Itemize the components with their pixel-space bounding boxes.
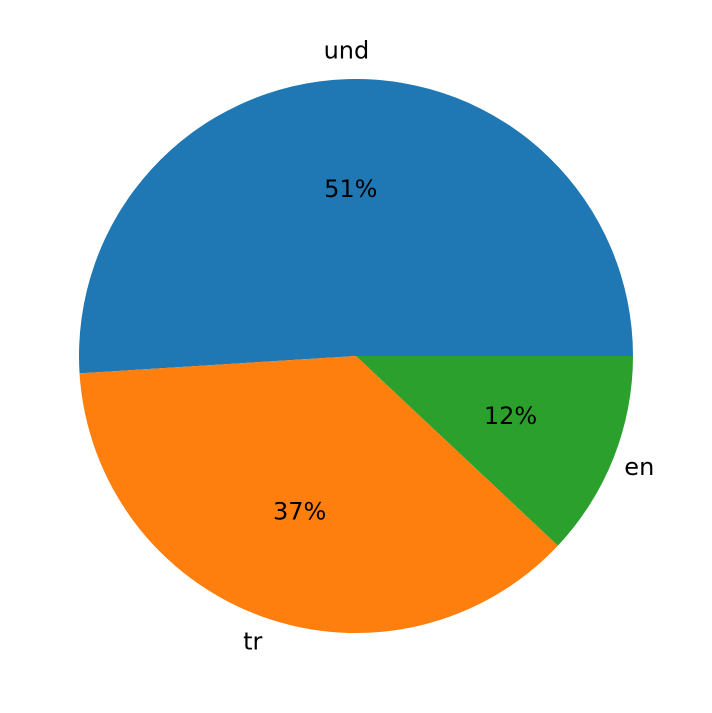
pie-slice — [79, 356, 558, 634]
pie-slice — [78, 78, 634, 374]
category-label: tr — [243, 628, 262, 656]
pie-slice — [356, 356, 633, 546]
category-label: und — [324, 36, 370, 64]
percent-label: 51% — [324, 175, 377, 203]
percent-label: 12% — [484, 402, 537, 430]
category-label: en — [624, 453, 654, 481]
percent-label: 37% — [273, 497, 326, 525]
